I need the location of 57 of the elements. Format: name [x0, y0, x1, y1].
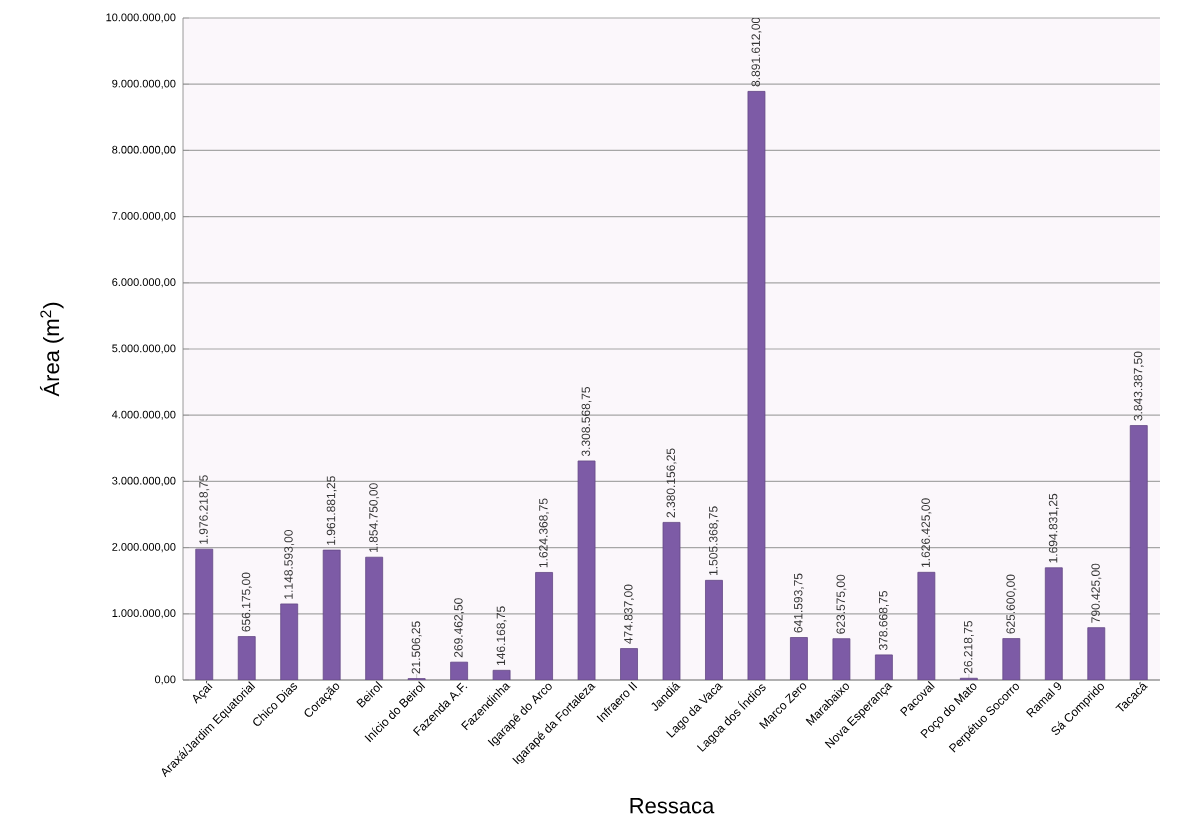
y-tick-label: 0,00 [154, 675, 176, 685]
bar [874, 654, 893, 680]
y-tick-label: 1.000.000,00 [112, 609, 176, 619]
data-label: 2.380.156,25 [666, 448, 677, 518]
y-tick-label: 9.000.000,00 [112, 79, 176, 89]
data-label: 146.168,75 [496, 606, 507, 665]
data-label: 8.891.612,00 [751, 17, 762, 87]
data-label: 1.626.425,00 [921, 498, 932, 568]
data-label: 378.668,75 [878, 590, 889, 651]
data-label: 474.837,00 [624, 584, 634, 644]
bar [620, 648, 638, 680]
y-tick-label: 10.000.000,00 [106, 13, 176, 23]
y-tick-label: 2.000.000,00 [112, 543, 176, 553]
y-tick-label: 3.000.000,00 [112, 476, 176, 486]
data-label: 3.308.568,75 [581, 387, 592, 457]
data-label: 623.575,00 [836, 574, 847, 634]
data-label: 21.506,25 [411, 621, 422, 674]
data-label: 641.593,75 [793, 573, 804, 633]
bar [365, 556, 384, 680]
bar [662, 522, 681, 680]
data-label: 1.624.368,75 [539, 498, 550, 568]
bar [280, 603, 299, 680]
data-label: 656.175,00 [241, 572, 252, 632]
bar [790, 637, 808, 680]
data-label: 790.425,00 [1091, 563, 1102, 623]
data-label: 1.694.831,25 [1048, 493, 1059, 563]
bar [1087, 627, 1106, 680]
bar [535, 572, 553, 680]
bar [237, 636, 256, 680]
y-tick-label: 7.000.000,00 [112, 212, 176, 222]
y-tick-label: 5.000.000,00 [112, 344, 176, 354]
bar [195, 548, 214, 680]
data-label: 625.600,00 [1006, 574, 1017, 634]
data-label: 3.843.387,50 [1133, 351, 1144, 421]
bar [1044, 567, 1063, 680]
data-label: 1.961.881,25 [326, 476, 337, 545]
y-tick-label: 4.000.000,00 [111, 410, 176, 420]
x-axis-title: Ressaca [630, 798, 715, 814]
data-label: 1.148.593,00 [284, 529, 295, 599]
data-label: 26.218,75 [963, 620, 974, 674]
data-label: 1.976.218,75 [199, 475, 210, 544]
y-axis-title: Área (m$^{2}$) [39, 302, 64, 397]
bar [492, 669, 511, 680]
data-label: 269.462,50 [454, 598, 465, 658]
bar [577, 460, 596, 680]
bar [322, 549, 341, 680]
bar [1002, 638, 1021, 680]
bar [1129, 425, 1148, 680]
y-tick-label: 8.000.000,00 [112, 145, 176, 155]
bar [917, 571, 936, 680]
data-label: 1.505.368,75 [709, 506, 719, 576]
y-tick-label: 6.000.000,00 [112, 278, 176, 288]
data-label: 1.854.750,00 [369, 483, 380, 552]
bar [747, 90, 766, 680]
bar [705, 579, 723, 680]
bar [450, 661, 469, 680]
bar [832, 638, 851, 680]
